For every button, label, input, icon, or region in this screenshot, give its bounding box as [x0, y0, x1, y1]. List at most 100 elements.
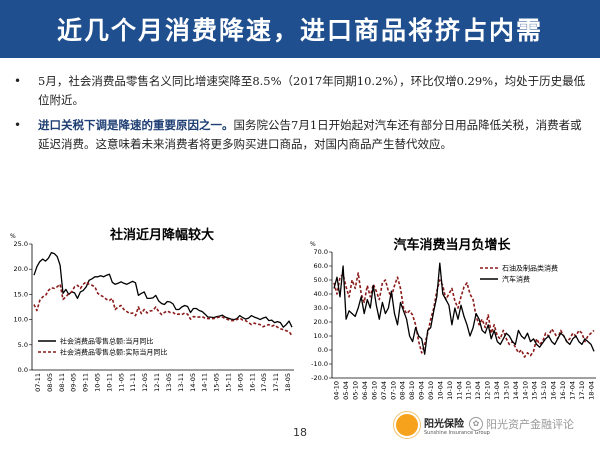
x-tick-label: 16-05	[236, 373, 244, 392]
x-tick-label: 15-10	[540, 381, 548, 400]
chart-title: 社消近月降幅较大	[109, 227, 214, 243]
x-tick-label: 05-04	[342, 381, 350, 400]
x-tick-label: 09-11	[82, 373, 90, 392]
logo-text: 阳光保险 Sunshine Insurance Group	[424, 415, 490, 436]
x-tick-label: 05-10	[352, 381, 360, 400]
x-tick-label: 16-10	[559, 381, 567, 400]
y-tick-label: 30.0	[314, 304, 328, 312]
y-tick-label: 70.0	[314, 248, 328, 256]
x-tick-label: 12-10	[484, 381, 492, 400]
series-line-1	[33, 251, 293, 328]
y-tick-label: -10.0	[311, 360, 328, 368]
x-tick-label: 08-10	[408, 381, 416, 400]
x-tick-label: 12-05	[141, 373, 149, 392]
x-tick-label: 18-04	[587, 381, 595, 400]
x-tick-label: 09-10	[427, 381, 435, 400]
sun-logo-icon	[394, 412, 420, 438]
bullet-item-2: • 进口关税下调是降速的重要原因之一。国务院公告7月1日开始起对汽车还有部分日用…	[14, 116, 588, 154]
bullet-dot: •	[14, 118, 22, 132]
y-tick-label: -20.0	[311, 374, 328, 382]
slide-title: 近几个月消费降速，进口商品将挤占内需	[56, 16, 543, 45]
slide-header: 近几个月消费降速，进口商品将挤占内需	[0, 0, 600, 58]
bullet-text: 国务院公告7月1日开始起对汽车还有部分日用品降低关税，消费者或延迟消费。这意味着…	[38, 118, 582, 151]
x-tick-label: 06-04	[361, 381, 369, 400]
x-tick-label: 13-11	[177, 373, 185, 392]
x-tick-label: 15-04	[531, 381, 539, 400]
x-tick-label: 12-04	[474, 381, 482, 400]
x-tick-label: 08-05	[46, 373, 54, 392]
x-tick-label: 16-04	[550, 381, 558, 400]
x-tick-label: 14-05	[189, 373, 197, 392]
y-tick-label: 20.0	[14, 265, 28, 273]
y-tick-label: 50.0	[314, 276, 328, 284]
x-tick-label: 06-10	[370, 381, 378, 400]
x-tick-label: 13-04	[493, 381, 501, 400]
x-tick-label: 15-11	[225, 373, 233, 392]
chart-retail-sales: 社消近月降幅较大% 0.0 5.0 10.0 15.0 20.0 25.0 07-11 08-0…	[2, 222, 298, 412]
x-tick-label: 17-05	[260, 373, 268, 392]
x-tick-label: 07-04	[380, 381, 388, 400]
x-tick-label: 10-04	[436, 381, 444, 400]
page-number: 18	[293, 426, 307, 439]
x-tick-label: 11-05	[117, 373, 125, 392]
x-tick-label: 10-11	[105, 373, 113, 392]
chart-retail-sales-svg: 社消近月降幅较大% 0.0 5.0 10.0 15.0 20.0 25.0 07-11 08-0…	[10, 227, 294, 392]
legend-label: 石油及制品类消费	[502, 264, 558, 273]
x-tick-label: 11-04	[455, 381, 463, 400]
x-tick-label: 17-11	[272, 373, 280, 392]
x-tick-label: 16-11	[248, 373, 256, 392]
x-tick-label: 11-10	[465, 381, 473, 400]
y-tick-label: 60.0	[314, 262, 328, 270]
x-tick-label: 08-04	[399, 381, 407, 400]
x-tick-label: 13-10	[502, 381, 510, 400]
x-tick-label: 09-05	[70, 373, 78, 392]
chart-auto-consumption: 汽车消费当月负增长% -20.0 -10.0 0.0 10.0 20.0 30.0 40.0 5…	[302, 232, 600, 410]
x-tick-label: 18-05	[284, 373, 292, 392]
x-tick-label: 13-05	[165, 373, 173, 392]
legend-label: 社会消费品零售总额:实际当月同比	[60, 348, 167, 357]
chart-auto-consumption-svg: 汽车消费当月负增长% -20.0 -10.0 0.0 10.0 20.0 30.0 40.0 5…	[310, 237, 596, 400]
x-tick-label: 15-05	[213, 373, 221, 392]
y-tick-label: 15.0	[14, 290, 28, 298]
y-tick-label: 25.0	[14, 240, 28, 248]
legend-label: 汽车消费	[502, 275, 530, 284]
y-tick-label: 40.0	[314, 290, 328, 298]
logo-cn: 阳光保险	[424, 418, 464, 430]
bullet-bold-text: 进口关税下调是降速的重要原因之一。	[38, 118, 234, 132]
x-tick-label: 10-05	[94, 373, 102, 392]
bullet-dot: •	[14, 74, 22, 88]
x-tick-label: 14-10	[521, 381, 529, 400]
legend-label: 社会消费品零售总额:当月同比	[60, 337, 153, 346]
series-line-2	[333, 262, 595, 355]
watermark-text: 阳光资产金融评论	[486, 418, 574, 431]
x-tick-label: 12-11	[153, 373, 161, 392]
x-tick-label: 07-10	[389, 381, 397, 400]
logo-en: Sunshine Insurance Group	[424, 429, 490, 436]
series-line-2	[33, 280, 293, 337]
y-axis-unit: %	[10, 233, 16, 240]
y-tick-label: 5.0	[18, 341, 28, 349]
bullet-text: 5月，社会消费品零售名义同比增速突降至8.5%（2017年同期10.2%），环比…	[38, 74, 586, 107]
x-tick-label: 14-04	[512, 381, 520, 400]
y-tick-label: 10.0	[14, 316, 28, 324]
y-tick-label: 0.0	[318, 346, 328, 354]
x-tick-label: 04-10	[333, 381, 341, 400]
x-tick-label: 17-04	[568, 381, 576, 400]
x-tick-label: 17-10	[578, 381, 586, 400]
wechat-icon: ✿	[469, 417, 483, 431]
watermark: ✿ 阳光资产金融评论	[469, 416, 574, 432]
y-tick-label: 0.0	[18, 366, 28, 374]
bullet-item-1: • 5月，社会消费品零售名义同比增速突降至8.5%（2017年同期10.2%），…	[14, 72, 588, 110]
series-line-1	[333, 272, 595, 358]
x-tick-label: 10-10	[446, 381, 454, 400]
x-tick-label: 14-11	[201, 373, 209, 392]
x-tick-label: 08-11	[58, 373, 66, 392]
x-tick-label: 07-11	[34, 373, 42, 392]
x-tick-label: 09-04	[418, 381, 426, 400]
bullet-list: • 5月，社会消费品零售名义同比增速突降至8.5%（2017年同期10.2%），…	[14, 72, 588, 160]
y-tick-label: 10.0	[314, 332, 328, 340]
y-tick-label: 20.0	[314, 318, 328, 326]
chart-title: 汽车消费当月负增长	[393, 237, 511, 253]
x-tick-label: 11-11	[129, 373, 137, 392]
y-axis-unit: %	[310, 241, 316, 248]
